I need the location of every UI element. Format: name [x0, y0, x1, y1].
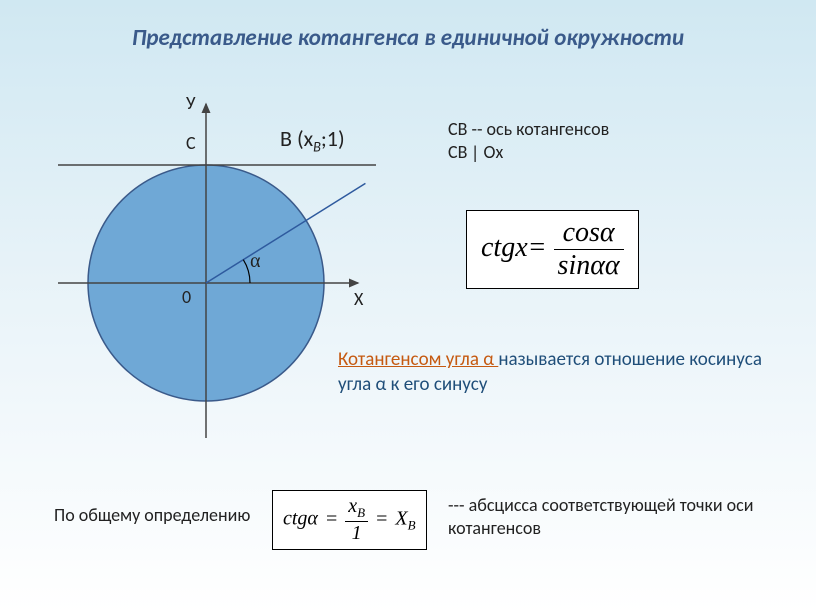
origin-label: 0 — [182, 286, 191, 308]
page-title: Представление котангенса в единичной окр… — [0, 24, 816, 52]
cotangent-definition: Котангенсом угла α называется отношение … — [338, 348, 778, 397]
cb-parallel-line: СВ || Ох — [448, 141, 609, 164]
cotangent-abscissa-formula: ctgα = xB 1 = XB — [272, 490, 427, 550]
abscissa-note: --- абсцисса соответствующей точки оси к… — [448, 494, 788, 541]
cotangent-formula: ctgx= cosα sinαα — [466, 210, 639, 289]
x-axis-label: X — [354, 288, 363, 310]
general-definition-label: По общему определению — [54, 504, 250, 526]
cb-axis-line: СВ -- ось котангенсов — [448, 118, 609, 141]
angle-label: α — [250, 250, 260, 273]
point-b-label: В (хB;1) — [280, 125, 345, 155]
unit-circle-diagram: У С В (хB;1) α 0 X — [58, 98, 378, 448]
y-axis-label: У — [186, 92, 196, 114]
point-c-label: С — [186, 132, 196, 154]
cotangent-axis-note: СВ -- ось котангенсов СВ || Ох — [448, 118, 609, 165]
